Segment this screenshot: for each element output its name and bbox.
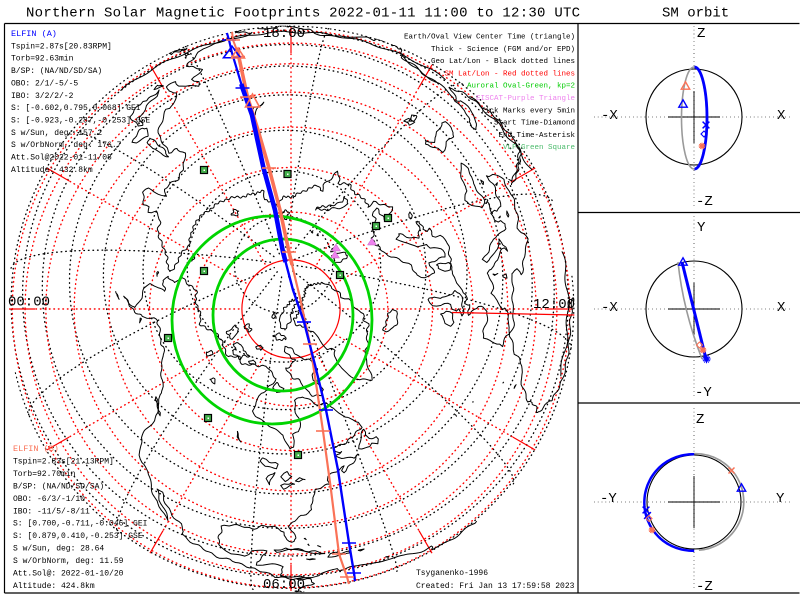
- svg-text:End Time-Asterisk: End Time-Asterisk: [498, 132, 575, 140]
- svg-text:Altitude: 432.8km: Altitude: 432.8km: [11, 166, 93, 175]
- svg-text:S: [-0.923,-0.287,-0.253] GSE: S: [-0.923,-0.287,-0.253] GSE: [11, 116, 150, 125]
- svg-text:Tspin=2.87s[20.83RPM]: Tspin=2.87s[20.83RPM]: [11, 42, 112, 51]
- svg-text:Created: Fri Jan 13 17:59:58 2: Created: Fri Jan 13 17:59:58 2023: [416, 582, 575, 591]
- svg-text:Att.Sol@: 2022-01-10/20: Att.Sol@: 2022-01-10/20: [13, 570, 124, 579]
- svg-text:Torb=92.63min: Torb=92.63min: [11, 55, 74, 64]
- svg-text:Geo Lat/Lon - Black dotted lin: Geo Lat/Lon - Black dotted lines: [431, 58, 575, 66]
- svg-text:VLF-Green Square: VLF-Green Square: [503, 144, 575, 152]
- svg-text:OBO: 2/1/-5/-5: OBO: 2/1/-5/-5: [11, 79, 78, 88]
- svg-text:Tick Marks every 5min: Tick Marks every 5min: [480, 107, 575, 115]
- svg-text:-Z: -Z: [696, 579, 713, 595]
- svg-text:IBO: -11/5/-8/11: IBO: -11/5/-8/11: [13, 507, 90, 516]
- svg-text:S w/OrbNorm, deg: 176.7: S w/OrbNorm, deg: 176.7: [11, 141, 122, 150]
- svg-text:Start Time-Diamond: Start Time-Diamond: [494, 120, 575, 128]
- svg-text:-X: -X: [601, 108, 618, 124]
- svg-text:S: [0.879,0.410,-0.253] GSE: S: [0.879,0.410,-0.253] GSE: [13, 532, 143, 541]
- svg-text:SM orbit: SM orbit: [662, 6, 729, 22]
- svg-text:ELFIN (B): ELFIN (B): [13, 444, 59, 454]
- svg-text:X: X: [777, 300, 786, 316]
- svg-text:Y: Y: [697, 220, 706, 236]
- svg-text:SM Lat/Lon - Red dotted lines: SM Lat/Lon - Red dotted lines: [444, 70, 575, 78]
- svg-text:S w/Sun, deg: 157.2: S w/Sun, deg: 157.2: [11, 129, 102, 138]
- svg-text:Northern Solar Magnetic Footpr: Northern Solar Magnetic Footprints 2022-…: [26, 6, 580, 22]
- svg-text:Altitude: 424.8km: Altitude: 424.8km: [13, 582, 95, 591]
- svg-text:-Z: -Z: [696, 194, 713, 210]
- svg-text:06:00: 06:00: [263, 577, 305, 593]
- svg-text:12:00: 12:00: [533, 297, 575, 313]
- svg-text:-Y: -Y: [695, 385, 712, 401]
- svg-text:S w/Sun, deg: 28.64: S w/Sun, deg: 28.64: [13, 545, 104, 554]
- svg-text:S w/OrbNorm, deg: 11.59: S w/OrbNorm, deg: 11.59: [13, 557, 124, 566]
- svg-text:X: X: [777, 108, 786, 124]
- svg-text:Att.Sol@2022-01-11/08: Att.Sol@2022-01-11/08: [11, 154, 112, 163]
- svg-text:IBO: 3/2/2/-2: IBO: 3/2/2/-2: [11, 92, 74, 101]
- svg-text:Tsyganenko-1996: Tsyganenko-1996: [416, 569, 488, 578]
- svg-text:18:00: 18:00: [263, 26, 305, 42]
- svg-text:S: [0.700,-0.711,-0.046] GEI: S: [0.700,-0.711,-0.046] GEI: [13, 520, 147, 529]
- svg-text:OBO: -6/3/-1/10: OBO: -6/3/-1/10: [13, 495, 85, 504]
- svg-text:ELFIN (A): ELFIN (A): [11, 29, 57, 39]
- svg-text:S: [-0.602,0.795,0.068] GEI: S: [-0.602,0.795,0.068] GEI: [11, 104, 141, 113]
- svg-text:-X: -X: [601, 300, 618, 316]
- svg-text:Earth/Oval View Center Time (t: Earth/Oval View Center Time (triangle): [404, 34, 575, 42]
- svg-text:Thick - Science (FGM and/or EP: Thick - Science (FGM and/or EPD): [431, 46, 575, 54]
- svg-text:Z: Z: [696, 412, 704, 428]
- svg-text:Torb=92.70min: Torb=92.70min: [13, 470, 76, 479]
- svg-text:B/SP: (NA/ND/SD/SA): B/SP: (NA/ND/SD/SA): [13, 482, 104, 491]
- svg-text:Z: Z: [697, 26, 705, 42]
- svg-text:Auroral Oval-Green, kp=2: Auroral Oval-Green, kp=2: [467, 83, 575, 91]
- svg-text:Y: Y: [776, 491, 785, 507]
- svg-text:B/SP: (NA/ND/SD/SA): B/SP: (NA/ND/SD/SA): [11, 67, 102, 76]
- svg-text:-Y: -Y: [600, 491, 617, 507]
- svg-text:EISCAT-Purple Triangle: EISCAT-Purple Triangle: [476, 95, 575, 103]
- svg-text:00:00: 00:00: [8, 295, 50, 311]
- svg-text:Tspin=2.83s[21.13RPM]: Tspin=2.83s[21.13RPM]: [13, 457, 114, 466]
